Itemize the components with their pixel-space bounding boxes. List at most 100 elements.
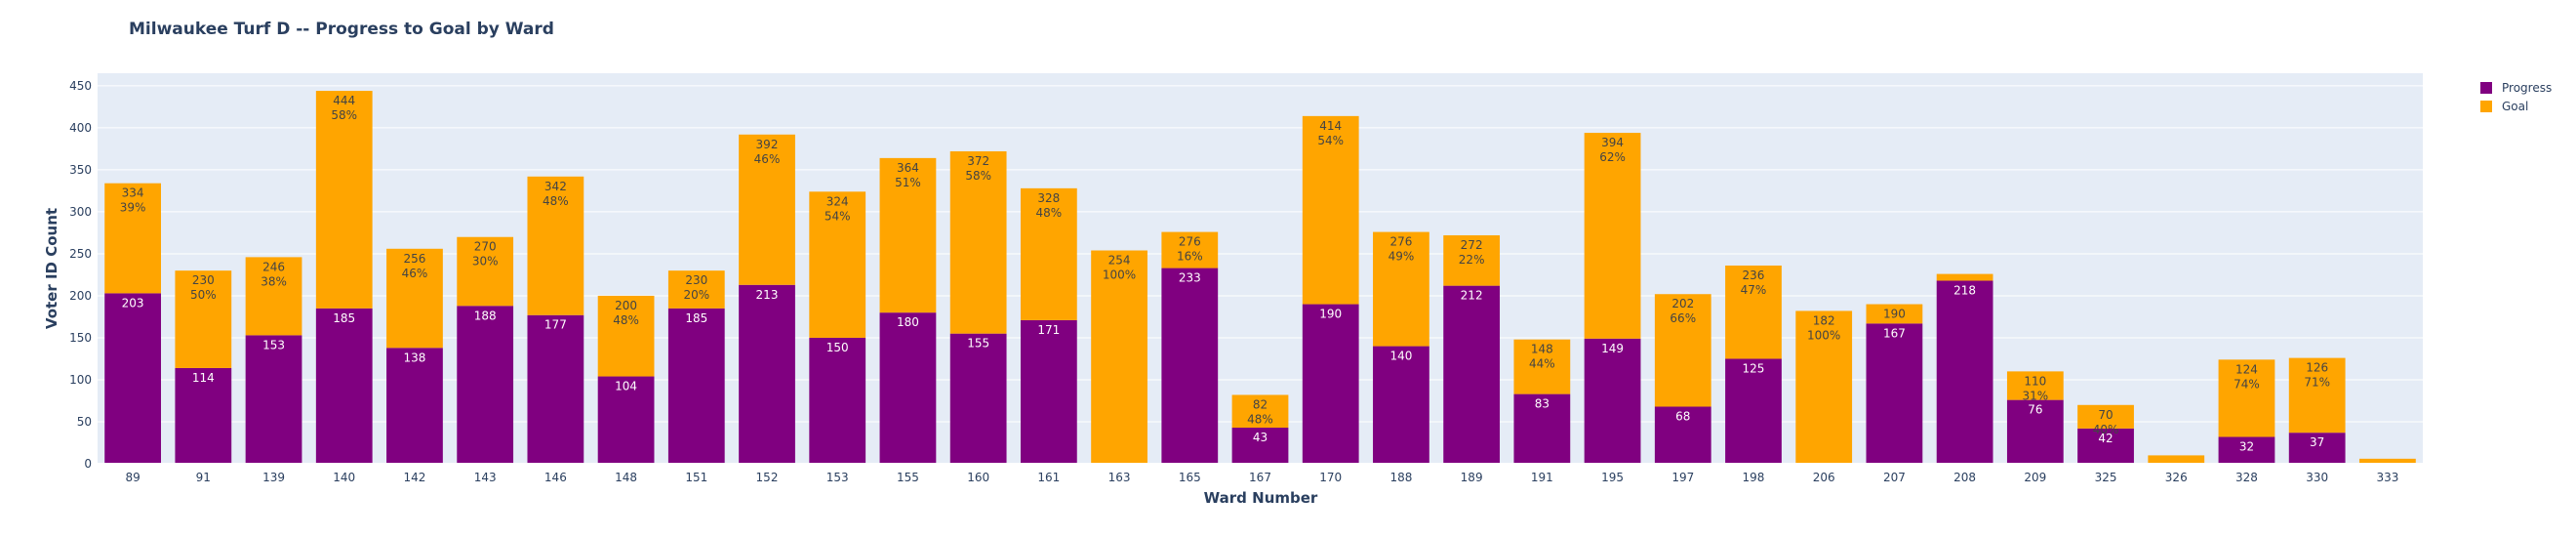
data-label-goal-line: 270: [474, 240, 497, 254]
x-tick-label: 163: [1108, 471, 1131, 484]
data-label-goal: 276 49%: [1389, 235, 1415, 264]
data-label-goal-line: 230: [192, 273, 215, 287]
data-label-goal-line: 82: [1253, 397, 1268, 411]
x-tick-label: 325: [2095, 471, 2117, 484]
bar-progress: [315, 308, 373, 464]
data-label-goal: 276 16%: [1177, 235, 1203, 264]
bar-goal: [1866, 304, 1923, 324]
legend-item-progress[interactable]: Progress: [2480, 78, 2552, 97]
bar-goal: [457, 236, 514, 307]
data-label-goal: 254 100%: [1103, 254, 1136, 282]
data-label-goal-line: 47%: [1741, 283, 1767, 297]
data-label-goal: 392 46%: [754, 138, 781, 166]
legend-label-goal: Goal: [2502, 99, 2529, 113]
bar-progress: [2006, 399, 2064, 464]
x-tick-label: 197: [1671, 471, 1694, 484]
data-label-goal-line: 276: [1389, 235, 1412, 249]
data-label-progress: 104: [615, 380, 637, 393]
bar-goal: [2359, 458, 2416, 464]
data-label-goal: 414 54%: [1317, 119, 1344, 147]
data-label-goal: 82 48%: [1247, 397, 1273, 426]
data-label-progress: 68: [1675, 410, 1690, 424]
data-label-goal-line: 126: [2306, 361, 2328, 375]
data-label-goal-line: 394: [1601, 136, 1624, 149]
data-label-goal-line: 100%: [1807, 328, 1840, 342]
data-label-goal-line: 328: [1037, 191, 1060, 205]
y-tick-label: 400: [69, 121, 92, 135]
data-label-goal-line: 334: [122, 186, 144, 200]
data-label-progress: 185: [333, 311, 355, 325]
data-label-progress: 212: [1461, 289, 1483, 303]
data-label-goal-line: 202: [1671, 297, 1694, 310]
data-label-goal: 364 51%: [895, 161, 921, 189]
y-tick-label: 150: [69, 331, 92, 345]
data-label-goal: 328 48%: [1036, 191, 1063, 220]
bar-progress: [2218, 436, 2275, 464]
data-label-progress: 167: [1883, 326, 1906, 340]
data-label-goal: 202 66%: [1670, 297, 1696, 325]
x-tick-label: 195: [1601, 471, 1624, 484]
data-label-goal-line: 46%: [402, 267, 428, 280]
data-label-progress: 171: [1037, 323, 1060, 337]
data-label-goal: 334 39%: [120, 186, 146, 215]
bar-goal: [1231, 394, 1289, 429]
bar-progress: [1020, 319, 1077, 464]
data-label-goal: 124 74%: [2234, 362, 2260, 391]
legend-item-goal[interactable]: Goal: [2480, 97, 2552, 115]
bar-progress: [597, 376, 655, 464]
bar-goal: [1513, 339, 1571, 394]
x-tick-label: 330: [2306, 471, 2328, 484]
x-tick-label: 328: [2235, 471, 2258, 484]
x-tick-label: 188: [1389, 471, 1412, 484]
x-tick-label: 155: [897, 471, 919, 484]
data-label-progress: 185: [685, 311, 707, 325]
bar-goal: [175, 270, 232, 368]
data-label-goal: 270 30%: [472, 240, 499, 268]
data-label-goal-line: 246: [262, 260, 285, 273]
bar-goal: [739, 134, 795, 285]
bar-progress: [667, 308, 725, 464]
bar-goal: [2077, 404, 2134, 429]
x-tick-label: 142: [404, 471, 426, 484]
bar-goal: [386, 248, 443, 349]
x-tick-label: 151: [685, 471, 707, 484]
data-label-progress: 188: [474, 309, 497, 322]
data-label-goal-line: 110: [2024, 374, 2046, 388]
x-tick-label: 91: [196, 471, 211, 484]
bar-progress: [1513, 393, 1571, 464]
data-label-goal-line: 54%: [1317, 134, 1344, 147]
data-label-progress: 177: [544, 318, 567, 332]
data-label-goal-line: 48%: [1247, 412, 1273, 426]
data-label-progress: 190: [1319, 308, 1342, 321]
y-tick-label: 350: [69, 163, 92, 177]
legend-swatch-progress: [2480, 81, 2492, 94]
bar-goal: [1654, 294, 1711, 407]
y-axis-title: Voter ID Count: [43, 208, 60, 329]
data-label-goal-line: 182: [1813, 313, 1835, 327]
bar-progress: [1443, 285, 1501, 464]
data-label-progress: 180: [897, 315, 919, 329]
bar-progress: [1654, 406, 1711, 464]
data-label-goal: 148 44%: [1529, 343, 1555, 371]
data-label-progress: 233: [1179, 271, 1201, 285]
bar-progress: [1725, 358, 1782, 464]
bar-goal: [2006, 371, 2064, 400]
bar-progress: [457, 306, 514, 464]
data-label-goal-line: 364: [897, 161, 919, 175]
bar-goal: [1795, 310, 1853, 464]
bar-progress: [527, 314, 584, 464]
y-tick-label: 50: [77, 415, 92, 429]
data-label-goal-line: 31%: [2022, 389, 2048, 402]
data-label-progress: 37: [2310, 435, 2324, 449]
data-label-goal: 256 46%: [402, 252, 428, 280]
data-label-progress: 42: [2098, 432, 2113, 445]
bar-goal: [879, 157, 937, 313]
x-tick-label: 198: [1743, 471, 1765, 484]
data-label-goal-line: 16%: [1177, 250, 1203, 264]
bars-layer: [104, 91, 2416, 464]
legend: Progress Goal: [2480, 78, 2552, 115]
data-label-progress: 153: [262, 338, 285, 351]
x-tick-label: 208: [1953, 471, 1976, 484]
bar-progress: [386, 348, 443, 464]
